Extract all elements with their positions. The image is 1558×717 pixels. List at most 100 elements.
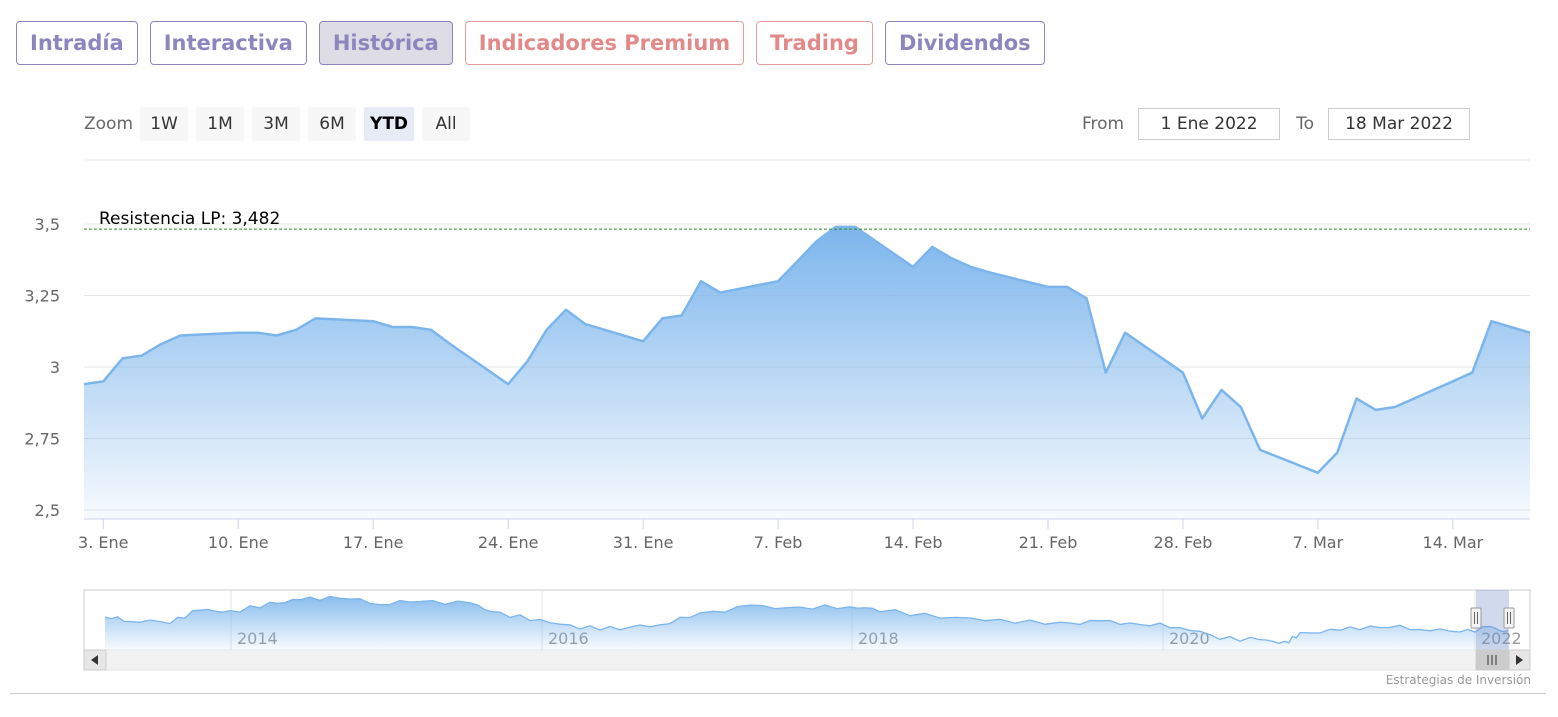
y-tick-label: 3,5 [35, 215, 60, 234]
navigator-area [105, 596, 1508, 650]
date-range-inputs: From 1 Ene 2022 To 18 Mar 2022 [1082, 108, 1470, 140]
bottom-divider [10, 693, 1546, 694]
y-tick-label: 2,5 [35, 501, 60, 520]
data-point [411, 326, 413, 328]
tab-trading[interactable]: Trading [756, 21, 873, 65]
data-point [179, 334, 181, 336]
x-tick-label: 7. Feb [754, 533, 803, 552]
data-point [912, 266, 914, 268]
data-point [835, 226, 837, 228]
data-point [449, 343, 451, 345]
tab-interactiva[interactable]: Interactiva [149, 21, 307, 65]
data-point [1471, 372, 1473, 374]
data-point [121, 357, 123, 359]
data-point [1047, 286, 1049, 288]
to-date-input[interactable]: 18 Mar 2022 [1328, 108, 1470, 140]
tab-indicadores-premium[interactable]: Indicadores Premium [464, 21, 745, 65]
data-point [1529, 331, 1531, 333]
navigator-handle-right[interactable] [1503, 607, 1515, 629]
x-tick-label: 3. Ene [78, 533, 128, 552]
navigator-handle-left[interactable] [1470, 607, 1482, 629]
x-tick-label: 24. Ene [478, 533, 539, 552]
data-point [950, 257, 952, 259]
x-tick-label: 14. Mar [1423, 533, 1484, 552]
data-point [1490, 320, 1492, 322]
data-point [430, 329, 432, 331]
x-tick-label: 7. Mar [1293, 533, 1344, 552]
data-point [372, 320, 374, 322]
data-point [1240, 406, 1242, 408]
data-point [1452, 380, 1454, 382]
chart-tabs: Intradía Interactiva Histórica Indicadores … [16, 21, 1045, 65]
data-point [1510, 326, 1512, 328]
data-point [1105, 372, 1107, 374]
x-tick-label: 28. Feb [1154, 533, 1213, 552]
y-tick-label: 2,75 [24, 430, 60, 449]
data-point [719, 291, 721, 293]
resistance-label: Resistencia LP: 3,482 [99, 209, 280, 229]
data-point [526, 360, 528, 362]
zoom-selector: Zoom 1W 1M 3M 6M YTD All [84, 107, 478, 141]
data-point [1124, 331, 1126, 333]
x-tick-label: 31. Ene [613, 533, 674, 552]
data-point [1220, 389, 1222, 391]
x-tick-label: 17. Ene [343, 533, 404, 552]
zoom-button-1m[interactable]: 1M [196, 107, 245, 141]
data-point [314, 317, 316, 319]
data-point [680, 314, 682, 316]
data-point [295, 329, 297, 331]
data-point [391, 326, 393, 328]
zoom-button-6m[interactable]: 6M [308, 107, 357, 141]
x-tick-label: 10. Ene [208, 533, 269, 552]
data-point [815, 240, 817, 242]
price-area [84, 226, 1530, 519]
data-point [1066, 286, 1068, 288]
data-point [1355, 397, 1357, 399]
tab-dividendos[interactable]: Dividendos [884, 21, 1045, 65]
data-point [1085, 297, 1087, 299]
data-point [584, 323, 586, 325]
data-point [970, 266, 972, 268]
scrollbar-track[interactable] [83, 649, 1531, 671]
data-point [1182, 372, 1184, 374]
data-point [1394, 406, 1396, 408]
tab-intradía[interactable]: Intradía [16, 21, 138, 65]
data-point [854, 226, 856, 228]
data-point [256, 331, 258, 333]
arrow-right-icon [1516, 655, 1523, 665]
x-tick-label: 21. Feb [1019, 533, 1078, 552]
data-point [700, 280, 702, 282]
to-label: To [1296, 114, 1314, 134]
y-tick-label: 3 [50, 358, 60, 377]
chart-credits[interactable]: Estrategias de Inversión [1385, 673, 1531, 687]
from-date-input[interactable]: 1 Ene 2022 [1138, 108, 1281, 140]
data-point [661, 317, 663, 319]
data-point [1201, 417, 1203, 419]
data-point [989, 271, 991, 273]
data-point [160, 343, 162, 345]
zoom-button-3m[interactable]: 3M [252, 107, 301, 141]
data-point [237, 331, 239, 333]
arrow-left-icon [91, 655, 98, 665]
navigator-line [104, 595, 1509, 644]
data-point [276, 334, 278, 336]
zoom-button-1w[interactable]: 1W [140, 107, 189, 141]
data-point [931, 246, 933, 248]
y-tick-label: 3,25 [24, 287, 60, 306]
data-point [102, 380, 104, 382]
zoom-button-all[interactable]: All [422, 107, 471, 141]
tab-histórica[interactable]: Histórica [318, 21, 453, 65]
x-tick-label: 14. Feb [884, 533, 943, 552]
data-point [141, 354, 143, 356]
data-point [1317, 472, 1319, 474]
data-point [777, 280, 779, 282]
data-point [546, 329, 548, 331]
zoom-label: Zoom [84, 114, 134, 134]
data-point [642, 340, 644, 342]
zoom-button-ytd[interactable]: YTD [364, 107, 415, 141]
data-point [1336, 452, 1338, 454]
price-line [83, 225, 1531, 475]
data-point [565, 309, 567, 311]
data-point [1259, 449, 1261, 451]
data-point [796, 260, 798, 262]
